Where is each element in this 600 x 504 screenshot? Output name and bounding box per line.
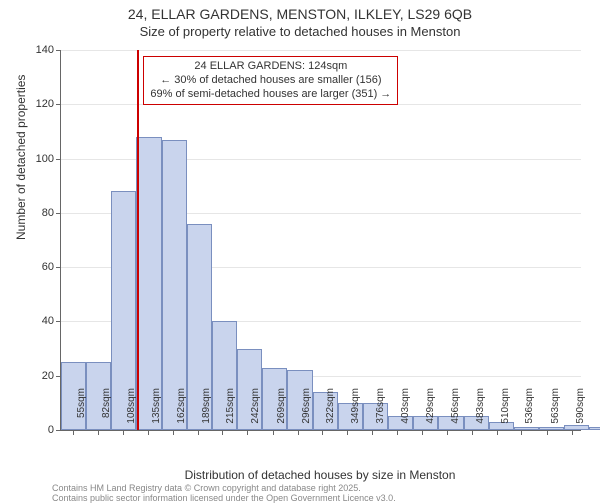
y-tick-mark: [56, 430, 61, 431]
histogram-bar: [589, 427, 600, 430]
x-tick-mark: [521, 430, 522, 435]
x-tick-mark: [123, 430, 124, 435]
chart-title-block: 24, ELLAR GARDENS, MENSTON, ILKLEY, LS29…: [0, 0, 600, 40]
x-tick-label: 429sqm: [425, 388, 436, 434]
x-tick-label: 215sqm: [225, 388, 236, 434]
annotation-line: ← 30% of detached houses are smaller (15…: [150, 74, 391, 88]
y-tick-label: 140: [24, 44, 54, 56]
x-tick-mark: [497, 430, 498, 435]
x-tick-label: 483sqm: [475, 388, 486, 434]
x-tick-label: 108sqm: [126, 388, 137, 434]
x-tick-mark: [472, 430, 473, 435]
y-tick-label: 120: [24, 98, 54, 110]
x-tick-mark: [397, 430, 398, 435]
y-tick-mark: [56, 104, 61, 105]
y-tick-mark: [56, 267, 61, 268]
x-tick-label: 563sqm: [550, 388, 561, 434]
y-tick-label: 0: [24, 424, 54, 436]
y-tick-mark: [56, 159, 61, 160]
x-tick-label: 135sqm: [151, 388, 162, 434]
x-tick-mark: [173, 430, 174, 435]
y-tick-mark: [56, 213, 61, 214]
histogram-bar: [136, 137, 161, 430]
footer-line2: Contains public sector information licen…: [52, 494, 396, 504]
chart-area: 55sqm82sqm108sqm135sqm162sqm189sqm215sqm…: [60, 50, 580, 430]
x-tick-label: 376sqm: [375, 388, 386, 434]
x-tick-mark: [198, 430, 199, 435]
annotation-line: 24 ELLAR GARDENS: 124sqm: [150, 60, 391, 74]
y-tick-label: 100: [24, 153, 54, 165]
x-tick-mark: [148, 430, 149, 435]
x-tick-label: 296sqm: [301, 388, 312, 434]
x-tick-mark: [547, 430, 548, 435]
x-tick-mark: [572, 430, 573, 435]
x-tick-label: 403sqm: [400, 388, 411, 434]
x-tick-mark: [73, 430, 74, 435]
x-tick-mark: [372, 430, 373, 435]
x-tick-label: 162sqm: [176, 388, 187, 434]
chart-title-main: 24, ELLAR GARDENS, MENSTON, ILKLEY, LS29…: [0, 6, 600, 24]
x-tick-mark: [273, 430, 274, 435]
y-tick-mark: [56, 321, 61, 322]
x-tick-mark: [222, 430, 223, 435]
y-tick-mark: [56, 50, 61, 51]
x-tick-mark: [322, 430, 323, 435]
y-tick-label: 20: [24, 370, 54, 382]
x-tick-label: 349sqm: [350, 388, 361, 434]
y-tick-label: 80: [24, 207, 54, 219]
x-tick-label: 590sqm: [575, 388, 586, 434]
histogram-bar: [162, 140, 187, 430]
x-tick-label: 322sqm: [325, 388, 336, 434]
chart-footer: Contains HM Land Registry data © Crown c…: [52, 484, 396, 504]
annotation-box: 24 ELLAR GARDENS: 124sqm← 30% of detache…: [143, 56, 398, 105]
x-tick-label: 510sqm: [500, 388, 511, 434]
x-tick-mark: [247, 430, 248, 435]
x-tick-label: 456sqm: [450, 388, 461, 434]
y-tick-label: 60: [24, 261, 54, 273]
x-tick-mark: [347, 430, 348, 435]
x-tick-label: 536sqm: [524, 388, 535, 434]
x-tick-label: 55sqm: [76, 388, 87, 434]
annotation-line: 69% of semi-detached houses are larger (…: [150, 88, 391, 102]
x-tick-mark: [298, 430, 299, 435]
reference-line: [137, 50, 139, 430]
x-tick-label: 269sqm: [276, 388, 287, 434]
x-tick-mark: [447, 430, 448, 435]
x-tick-label: 242sqm: [250, 388, 261, 434]
x-axis-label: Distribution of detached houses by size …: [60, 468, 580, 482]
plot-area: 55sqm 82sqm 108sqm 135sqm 162sqm 189sqm 215sqm…: [60, 50, 581, 431]
x-tick-label: 189sqm: [201, 388, 212, 434]
chart-title-sub: Size of property relative to detached ho…: [0, 24, 600, 40]
x-tick-mark: [422, 430, 423, 435]
y-tick-label: 40: [24, 315, 54, 327]
x-tick-mark: [98, 430, 99, 435]
x-tick-label: 82sqm: [101, 388, 112, 434]
